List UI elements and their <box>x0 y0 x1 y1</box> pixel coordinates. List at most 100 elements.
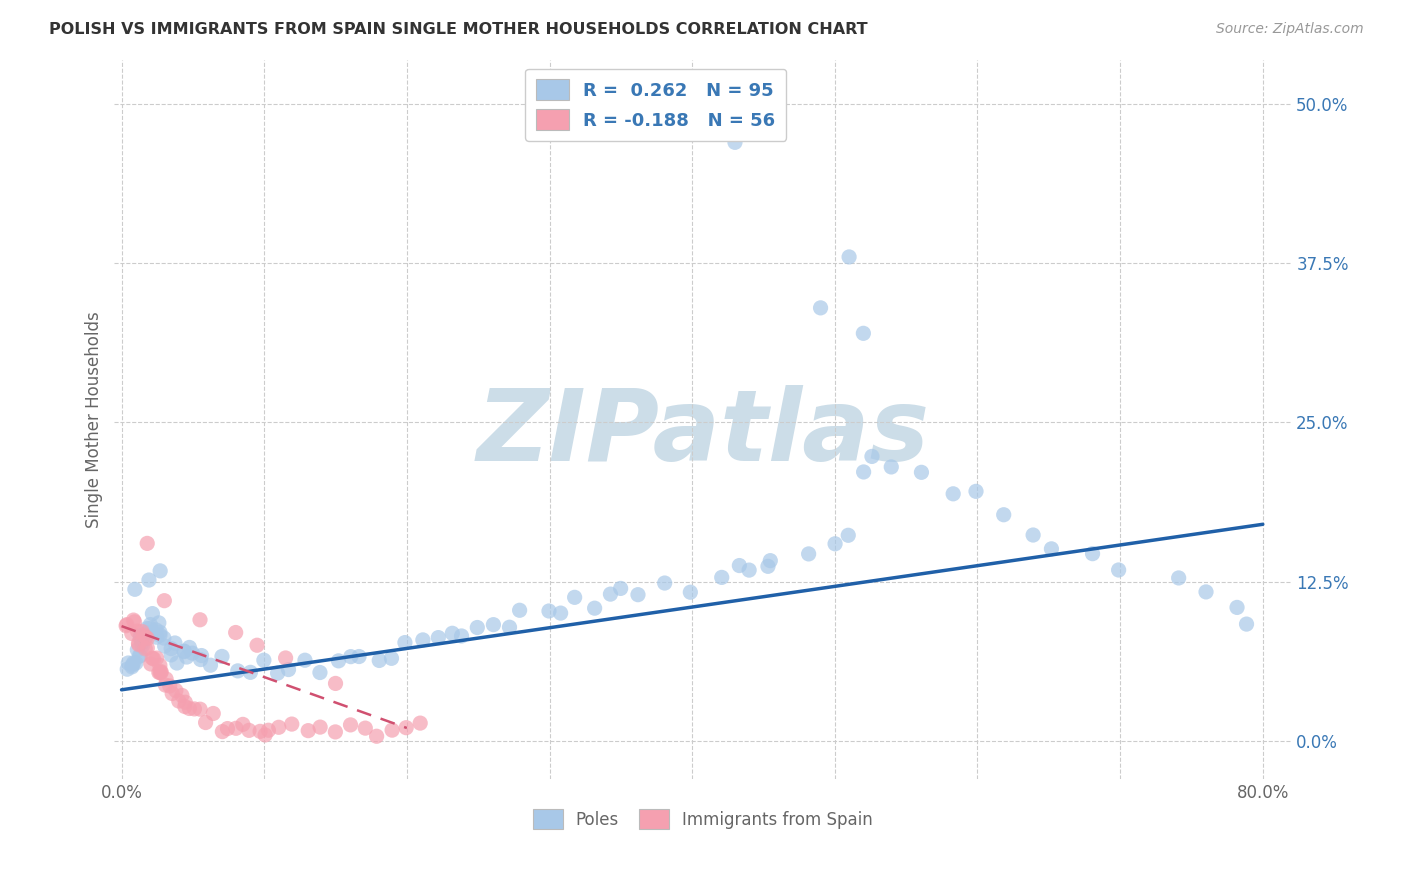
Point <box>136 625 159 640</box>
Point <box>149 665 172 680</box>
Point <box>153 593 176 607</box>
Point <box>135 630 157 644</box>
Point <box>160 687 183 701</box>
Point <box>153 639 176 653</box>
Point <box>217 722 239 736</box>
Point <box>181 646 204 660</box>
Point <box>136 632 159 646</box>
Point <box>163 636 186 650</box>
Point <box>564 591 586 605</box>
Point <box>993 508 1015 522</box>
Point <box>267 720 290 734</box>
Point <box>127 643 149 657</box>
Point <box>188 613 211 627</box>
Point <box>188 702 211 716</box>
Point <box>728 558 751 573</box>
Point <box>325 676 347 690</box>
Point <box>824 537 846 551</box>
Point <box>550 606 572 620</box>
Point <box>583 601 606 615</box>
Point <box>738 563 761 577</box>
Point <box>148 665 170 680</box>
Point <box>1081 547 1104 561</box>
Point <box>136 536 159 550</box>
Point <box>122 613 145 627</box>
Point <box>482 617 505 632</box>
Point <box>129 648 152 663</box>
Point <box>225 721 247 735</box>
Point <box>427 631 450 645</box>
Point <box>942 487 965 501</box>
Point <box>115 619 138 633</box>
Y-axis label: Single Mother Households: Single Mother Households <box>86 311 103 528</box>
Point <box>1167 571 1189 585</box>
Point <box>127 636 149 650</box>
Point <box>756 559 779 574</box>
Point <box>852 326 875 341</box>
Point <box>395 721 418 735</box>
Point <box>239 665 262 680</box>
Point <box>238 723 260 738</box>
Point <box>257 723 280 738</box>
Point <box>394 635 416 649</box>
Text: POLISH VS IMMIGRANTS FROM SPAIN SINGLE MOTHER HOUSEHOLDS CORRELATION CHART: POLISH VS IMMIGRANTS FROM SPAIN SINGLE M… <box>49 22 868 37</box>
Point <box>160 641 183 656</box>
Point <box>173 645 195 659</box>
Point <box>226 664 249 678</box>
Point <box>347 649 370 664</box>
Point <box>115 662 138 676</box>
Point <box>121 660 143 674</box>
Point <box>173 644 195 658</box>
Point <box>115 617 138 632</box>
Text: Source: ZipAtlas.com: Source: ZipAtlas.com <box>1216 22 1364 37</box>
Point <box>145 630 167 644</box>
Point <box>368 653 391 667</box>
Point <box>149 628 172 642</box>
Point <box>121 658 143 673</box>
Point <box>627 588 650 602</box>
Point <box>155 678 177 692</box>
Point <box>153 631 176 645</box>
Text: ZIPatlas: ZIPatlas <box>477 385 929 483</box>
Point <box>810 301 832 315</box>
Point <box>654 576 676 591</box>
Point <box>465 620 488 634</box>
Point <box>309 720 332 734</box>
Point <box>281 717 304 731</box>
Point <box>179 640 201 655</box>
Point <box>277 663 299 677</box>
Point <box>294 653 316 667</box>
Point <box>441 626 464 640</box>
Point <box>145 651 167 665</box>
Point <box>724 136 747 150</box>
Point <box>159 679 181 693</box>
Point <box>138 573 160 587</box>
Point <box>149 625 172 640</box>
Point <box>339 718 361 732</box>
Point <box>141 651 163 665</box>
Point <box>246 638 269 652</box>
Point <box>537 604 560 618</box>
Point <box>129 628 152 642</box>
Point <box>131 633 153 648</box>
Point <box>325 725 347 739</box>
Point <box>190 652 212 666</box>
Point <box>160 648 183 662</box>
Point <box>381 723 404 738</box>
Point <box>249 724 271 739</box>
Point <box>139 617 162 632</box>
Point <box>837 528 859 542</box>
Point <box>599 587 621 601</box>
Point <box>309 665 332 680</box>
Point <box>134 641 156 656</box>
Point <box>759 554 782 568</box>
Point <box>710 570 733 584</box>
Point <box>450 629 472 643</box>
Point <box>211 724 233 739</box>
Point <box>117 656 139 670</box>
Point <box>149 564 172 578</box>
Point <box>131 624 153 639</box>
Point <box>176 650 198 665</box>
Point <box>134 631 156 645</box>
Point <box>190 648 212 663</box>
